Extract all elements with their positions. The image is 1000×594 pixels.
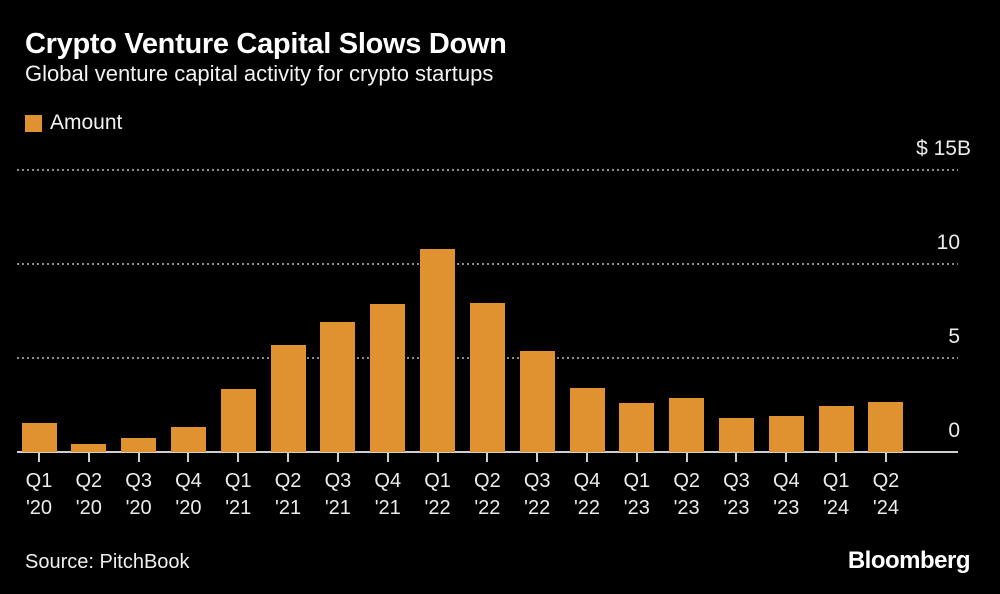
x-axis-label: Q4 '23 (772, 470, 800, 519)
bar (619, 403, 655, 452)
bar (569, 388, 605, 452)
x-axis-label: Q2 '20 (75, 470, 103, 519)
x-axis-tick (287, 453, 290, 462)
x-axis-tick (785, 453, 788, 462)
source-credit: Source: PitchBook (25, 551, 190, 573)
x-axis-tick (436, 453, 439, 462)
x-axis-label: Q3 '21 (324, 470, 352, 519)
gridline (17, 169, 958, 171)
y-axis-label: 0 (948, 419, 960, 442)
bar (370, 304, 406, 452)
legend-label: Amount (50, 111, 123, 134)
gridline (17, 263, 958, 265)
bloomberg-logo: Bloomberg (847, 547, 971, 574)
x-axis-label: Q3 '22 (523, 470, 551, 519)
x-axis-tick (87, 453, 90, 462)
x-axis-tick (336, 453, 339, 462)
x-axis-label: Q3 '20 (125, 470, 152, 519)
x-axis-tick (486, 453, 489, 462)
x-axis-label: Q1 '23 (623, 470, 651, 519)
bar (270, 344, 306, 452)
x-axis-tick (586, 453, 589, 462)
bar (519, 351, 555, 452)
bar (121, 437, 157, 452)
chart-title: Crypto Venture Capital Slows Down (25, 28, 507, 60)
x-axis-label: Q4 '20 (175, 470, 202, 519)
x-axis-label: Q2 '22 (474, 470, 501, 519)
x-axis-label: Q1 '21 (224, 470, 252, 519)
x-axis-label: Q4 '22 (573, 470, 601, 519)
x-axis-tick (635, 453, 638, 462)
y-axis-label: $ 15B (916, 137, 971, 160)
x-axis-label: Q1 '22 (424, 470, 451, 519)
x-axis-tick (536, 453, 539, 462)
bar (21, 422, 57, 452)
x-axis-tick (735, 453, 738, 462)
x-axis-tick (237, 453, 240, 462)
x-axis-label: Q1 '20 (25, 470, 53, 519)
bar (320, 322, 356, 452)
chart-subtitle: Global venture capital activity for cryp… (25, 61, 494, 86)
bar (420, 248, 456, 452)
x-axis-label: Q3 '23 (723, 470, 750, 519)
x-axis-label: Q2 '24 (872, 470, 900, 519)
x-axis-tick (137, 453, 140, 462)
legend: Amount (25, 111, 122, 135)
bar (818, 405, 854, 452)
x-axis-tick (685, 453, 688, 462)
bar (868, 402, 904, 452)
axis-baseline (17, 451, 958, 453)
x-axis-label: Q4 '21 (374, 470, 402, 519)
x-axis-tick (38, 453, 40, 462)
x-axis-tick (386, 453, 389, 462)
y-axis-label: 10 (936, 231, 960, 254)
bar (170, 426, 206, 452)
x-axis-label: Q1 '24 (822, 470, 850, 519)
x-axis-tick (187, 453, 190, 462)
bar (469, 303, 505, 452)
x-axis-label: Q2 '23 (673, 470, 700, 519)
bar (71, 444, 107, 452)
y-axis-label: 5 (948, 325, 960, 348)
x-axis-tick (835, 453, 838, 462)
bar (220, 389, 256, 452)
bar (768, 416, 804, 452)
bar (718, 418, 754, 452)
x-axis-label: Q2 '21 (274, 470, 302, 519)
x-axis-tick (884, 453, 887, 462)
legend-swatch-icon (25, 114, 42, 132)
bar (669, 398, 705, 452)
